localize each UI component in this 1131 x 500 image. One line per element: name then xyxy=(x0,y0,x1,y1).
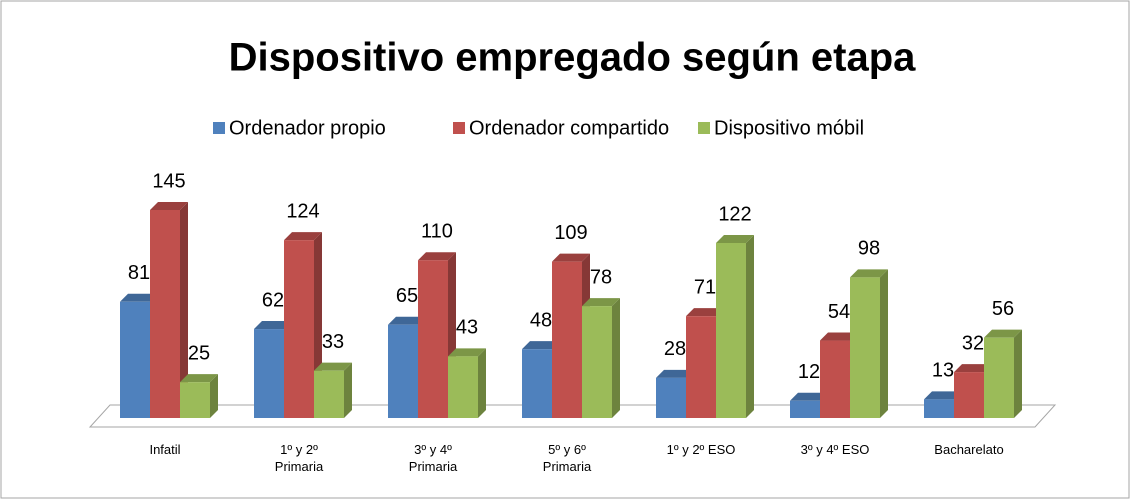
bar-top xyxy=(924,391,962,400)
bar-top xyxy=(954,364,992,373)
bar-top xyxy=(150,202,188,210)
bar xyxy=(388,324,418,418)
bar xyxy=(686,316,716,418)
bar xyxy=(954,372,984,418)
bar xyxy=(820,340,850,418)
bar xyxy=(924,399,954,418)
data-label: 71 xyxy=(694,276,716,298)
x-tick-label: 3º y 4º Primaria xyxy=(408,442,458,474)
legend-swatch xyxy=(453,122,465,134)
bar-side xyxy=(1014,329,1022,418)
x-tick-label: 3º y 4º ESO xyxy=(800,442,870,457)
bar xyxy=(284,240,314,418)
bar-top xyxy=(254,321,292,330)
bar-top xyxy=(656,369,694,378)
bar-top xyxy=(388,316,426,325)
bar-side xyxy=(880,269,888,418)
bar-top xyxy=(522,341,560,350)
data-label: 43 xyxy=(456,317,478,339)
data-label: 145 xyxy=(152,170,185,192)
bar-top xyxy=(180,374,218,383)
data-label: 32 xyxy=(962,332,984,354)
bar xyxy=(850,277,880,418)
data-label: 65 xyxy=(396,285,418,307)
bar xyxy=(120,301,150,418)
bar xyxy=(448,356,478,418)
bar xyxy=(790,400,820,418)
bar xyxy=(582,306,612,418)
bar-top xyxy=(850,269,888,278)
bar xyxy=(656,377,686,418)
bar-top xyxy=(686,308,724,317)
bar-top xyxy=(716,234,754,243)
x-tick-label: 1º y 2º ESO xyxy=(666,442,736,457)
bar xyxy=(150,210,180,418)
x-tick-label: 1º y 2º Primaria xyxy=(274,442,324,474)
legend-label: Ordenador propio xyxy=(229,117,386,139)
bar xyxy=(254,329,284,418)
data-label: 81 xyxy=(128,262,150,284)
bar xyxy=(984,337,1014,418)
legend-label: Ordenador compartido xyxy=(469,117,669,139)
bar-top xyxy=(120,293,158,302)
bar-top xyxy=(984,329,1022,338)
bar xyxy=(552,261,582,418)
x-tick-label: 5º y 6º Primaria xyxy=(542,442,592,474)
bar-side xyxy=(180,202,188,418)
data-label: 28 xyxy=(664,338,686,360)
bar xyxy=(314,370,344,418)
bar xyxy=(418,260,448,418)
bar-top xyxy=(552,253,590,262)
data-label: 98 xyxy=(858,238,880,260)
legend-swatch xyxy=(213,122,225,134)
bar-side xyxy=(344,362,352,418)
bar-top xyxy=(790,392,828,401)
x-tick-label: Bacharelato xyxy=(934,442,1004,457)
bar-top xyxy=(314,362,352,371)
bar-top xyxy=(448,348,486,357)
data-label: 25 xyxy=(188,342,210,364)
chart-title: Dispositivo empregado según etapa xyxy=(229,36,917,80)
data-label: 124 xyxy=(286,200,319,222)
data-label: 122 xyxy=(718,203,751,225)
data-label: 62 xyxy=(262,289,284,311)
data-label: 13 xyxy=(932,360,954,382)
bar-top xyxy=(820,332,858,341)
x-tick-label: Infatil xyxy=(149,442,181,457)
data-label: 56 xyxy=(992,298,1014,320)
bar-side xyxy=(746,234,754,418)
legend-label: Dispositivo móbil xyxy=(714,117,864,139)
bar xyxy=(522,349,552,418)
data-label: 33 xyxy=(322,331,344,353)
bar-side xyxy=(478,348,486,418)
data-label: 12 xyxy=(798,361,820,383)
data-label: 110 xyxy=(421,220,453,242)
bar-side xyxy=(210,374,218,418)
bar-side xyxy=(612,298,620,418)
data-label: 109 xyxy=(554,222,587,244)
legend-swatch xyxy=(698,122,710,134)
bar-top xyxy=(582,298,620,307)
bar-top xyxy=(418,252,456,261)
data-label: 54 xyxy=(828,301,850,323)
data-label: 48 xyxy=(530,309,552,331)
bar xyxy=(180,382,210,418)
bar xyxy=(716,242,746,418)
bar-top xyxy=(284,232,322,241)
data-label: 78 xyxy=(590,266,612,288)
